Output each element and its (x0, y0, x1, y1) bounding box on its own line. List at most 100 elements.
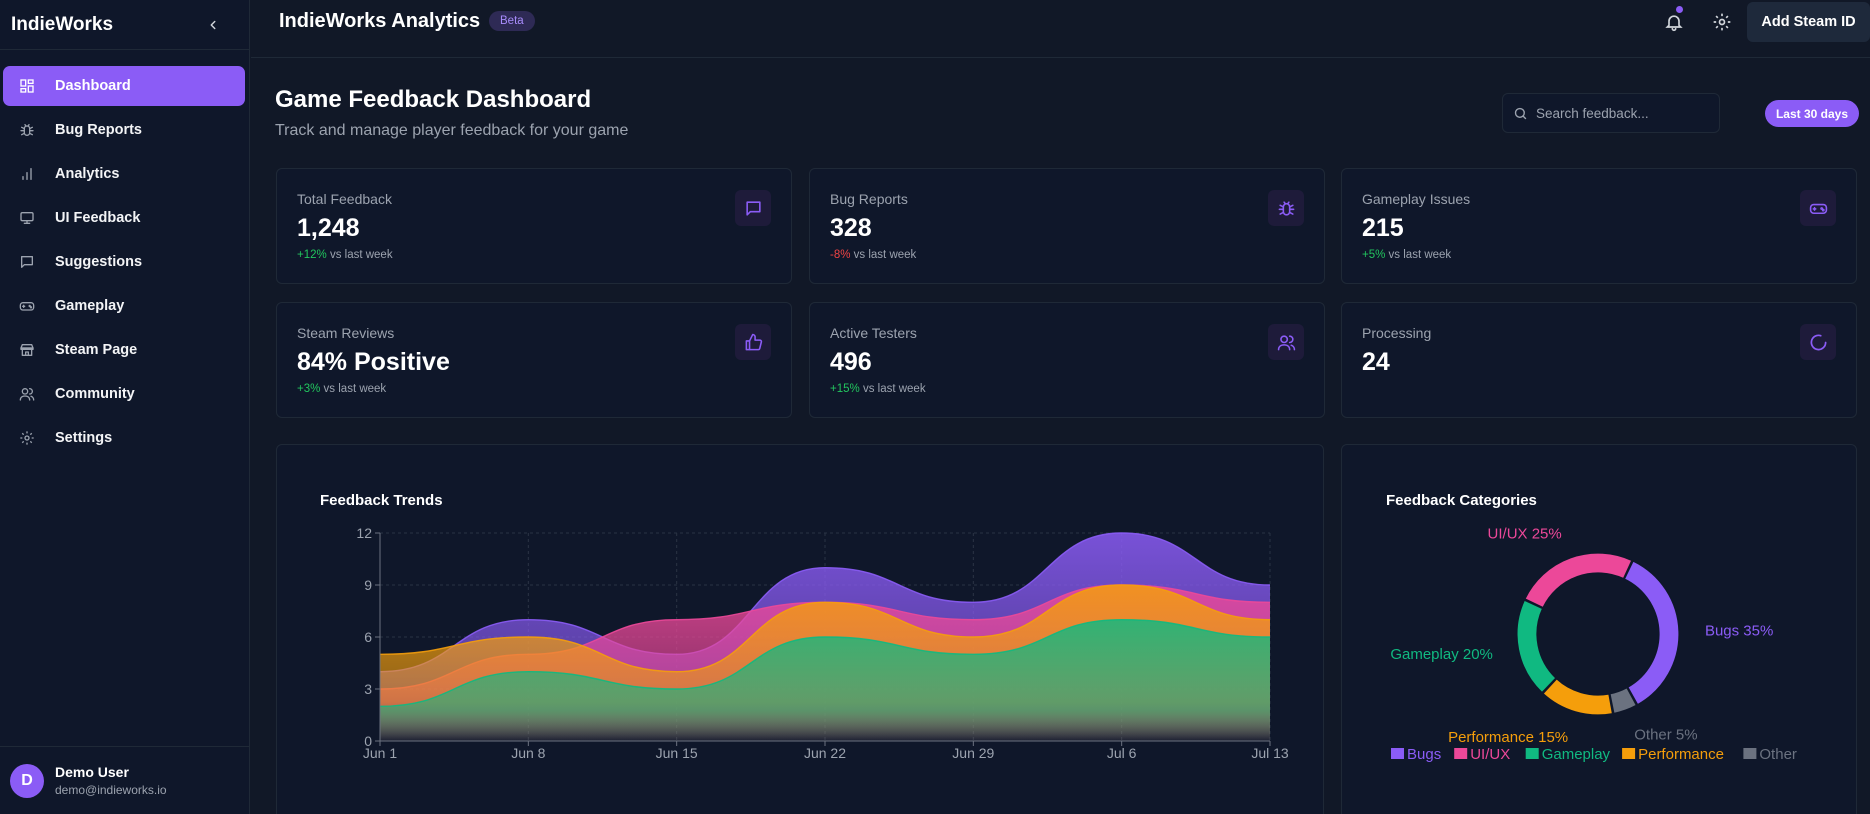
message-icon (21, 256, 33, 268)
add-steam-id-button[interactable]: Add Steam ID (1747, 2, 1870, 42)
stat-delta: +15% vs last week (830, 383, 1304, 395)
sidebar-item-bug-reports[interactable]: Bug Reports (3, 110, 245, 150)
slice-label: Other 5% (1634, 727, 1697, 744)
x-tick-label: Jun 29 (952, 745, 994, 761)
series-line-bugs (379, 532, 1271, 673)
feedback-trends-chart: 0 3 6 9 12 Jun 1 Jun 8 Jun 15 Jun 22 Jun 29 Jul 6 J… (356, 525, 1288, 761)
sidebar-item-dashboard[interactable]: Dashboard (3, 66, 245, 106)
sidebar-item-label: Dashboard (55, 78, 131, 94)
slice-label: Bugs 35% (1705, 623, 1773, 640)
brand-logo: IndieWorks (11, 13, 114, 35)
delta-suffix: vs last week (862, 383, 926, 395)
monitor-icon (20, 212, 34, 224)
delta-suffix: vs last week (323, 383, 387, 395)
sidebar-item-settings[interactable]: Settings (3, 418, 245, 458)
sidebar-item-steam-page[interactable]: Steam Page (3, 330, 245, 370)
chevron-left-icon (210, 20, 216, 29)
x-tick-label: Jun 8 (511, 745, 545, 761)
legend-swatch (1391, 748, 1404, 759)
stat-delta: +3% vs last week (297, 383, 771, 395)
slice-gameplay (1516, 599, 1557, 694)
app-title: IndieWorks Analytics (279, 10, 481, 32)
legend-label: Performance (1638, 746, 1724, 763)
stat-card-total-feedback: Total Feedback 1,248 +12% vs last week (276, 168, 792, 284)
y-tick-label: 3 (364, 681, 372, 697)
sidebar-item-community[interactable]: Community (3, 374, 245, 414)
user-name: Demo User (55, 764, 129, 780)
x-tick-label: Jun 1 (363, 745, 397, 761)
stat-label: Total Feedback (297, 191, 392, 207)
legend-label: UI/UX (1470, 746, 1510, 763)
notification-dot (1676, 6, 1683, 13)
stat-card-processing: Processing 24 (1341, 302, 1857, 418)
page-subtitle: Track and manage player feedback for you… (275, 122, 629, 139)
delta-suffix: vs last week (853, 249, 917, 261)
series-line-gameplay (379, 618, 1271, 708)
legend-swatch (1622, 748, 1636, 759)
series-line-performance (379, 584, 1271, 673)
legend-label: Other (1759, 746, 1797, 763)
users-icon (19, 388, 35, 401)
sidebar-item-label: Settings (55, 430, 113, 446)
stat-value: 84% Positive (297, 348, 450, 376)
sidebar: IndieWorks Dashboard Bug Reports Analyti… (0, 0, 250, 814)
search-icon (1514, 107, 1527, 119)
sidebar-item-suggestions[interactable]: Suggestions (3, 242, 245, 282)
delta-suffix: vs last week (329, 249, 393, 261)
gear-icon (20, 431, 34, 445)
stat-icon (735, 190, 771, 226)
gamepad-icon (1809, 203, 1827, 214)
stat-label: Active Testers (830, 325, 917, 341)
store-icon (20, 344, 34, 356)
stat-label: Gameplay Issues (1362, 191, 1471, 207)
bell-icon[interactable] (1664, 12, 1684, 32)
dashboard-icon (20, 79, 34, 93)
slice-label: Performance 15% (1448, 729, 1568, 746)
sidebar-item-gameplay[interactable]: Gameplay (3, 286, 245, 326)
collapse-sidebar-button[interactable] (203, 15, 223, 35)
bar-chart-icon (22, 168, 32, 180)
delta-value: +15% (830, 383, 860, 395)
delta-value: +5% (1362, 249, 1386, 261)
user-email: demo@indieworks.io (55, 783, 167, 797)
y-tick-label: 6 (364, 629, 372, 645)
delta-value: -8% (830, 249, 851, 261)
stat-icon (735, 324, 771, 360)
chart-legend: Bugs UI/UX Gameplay Performance Other (1391, 746, 1797, 763)
beta-badge: Beta (489, 11, 535, 31)
delta-value: +12% (297, 249, 327, 261)
stat-label: Steam Reviews (297, 325, 395, 341)
feedback-trends-card: Feedback Trends 0 3 6 9 12 Jun 1 Jun 8 Jun 15 Ju… (276, 444, 1324, 814)
delta-suffix: vs last week (1388, 249, 1452, 261)
thumbs-up-icon (745, 333, 762, 350)
date-range-button[interactable]: Last 30 days (1765, 100, 1859, 127)
bug-icon (1278, 200, 1294, 216)
legend-label: Bugs (1407, 746, 1441, 763)
sidebar-item-label: Community (55, 386, 135, 402)
sidebar-item-analytics[interactable]: Analytics (3, 154, 245, 194)
gamepad-icon (19, 302, 35, 311)
delta-value: +3% (297, 383, 321, 395)
sidebar-item-label: Steam Page (55, 342, 138, 358)
series-area-gameplay (380, 619, 1270, 741)
sidebar-item-label: UI Feedback (55, 210, 141, 226)
gear-icon[interactable] (1712, 12, 1732, 32)
stat-delta: +5% vs last week (1362, 249, 1836, 261)
legend-swatch (1525, 748, 1539, 759)
avatar: D (10, 763, 44, 798)
stat-icon (1268, 190, 1304, 226)
sidebar-item-label: Analytics (55, 166, 120, 182)
sidebar-item-label: Gameplay (55, 298, 125, 314)
sidebar-nav: Dashboard Bug Reports Analytics UI Feedb… (0, 50, 249, 458)
user-profile[interactable]: D Demo User demo@indieworks.io (0, 746, 250, 814)
search-input[interactable] (1536, 105, 1706, 121)
y-tick-label: 9 (364, 577, 372, 593)
y-tick-label: 12 (356, 525, 372, 541)
feedback-categories-chart: Bugs 35% Other 5% Performance 15% Gameplay … (1390, 525, 1797, 763)
sidebar-item-ui-feedback[interactable]: UI Feedback (3, 198, 245, 238)
sidebar-item-label: Suggestions (55, 254, 143, 270)
slice-label: Gameplay 20% (1390, 646, 1493, 663)
message-icon (745, 200, 761, 216)
top-bar: IndieWorks Analytics Beta Add Steam ID (251, 0, 1870, 58)
spinner-icon (1810, 333, 1826, 350)
